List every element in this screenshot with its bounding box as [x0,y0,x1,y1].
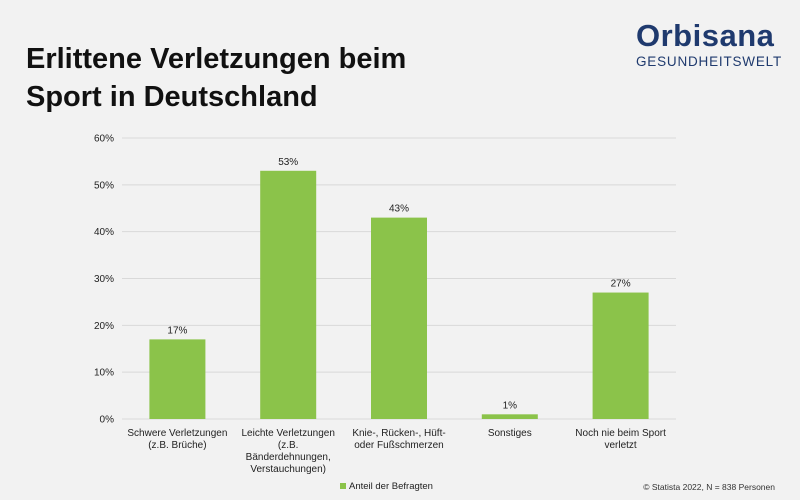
chart-title-line-2: Sport in Deutschland [26,81,318,113]
data-label: 43% [389,204,409,215]
category-label: Leichte Verletzungen [241,428,334,439]
y-tick-label: 30% [94,274,114,285]
bar [481,414,538,419]
chart-title: Erlittene Verletzungen beim Sport in Deu… [26,40,446,116]
category-label: Knie-, Rücken-, Hüft- [352,428,445,439]
chart-title-line-1: Erlittene Verletzungen beim [26,43,407,75]
category-label: Noch nie beim Sport [575,428,666,439]
logo-tagline: GESUNDHEITSWELT [636,54,783,69]
legend: Anteil der Befragten [340,481,433,492]
data-label: 27% [611,279,631,290]
category-label: Sonstiges [488,428,532,439]
category-label: oder Fußschmerzen [354,440,443,451]
category-label: Schwere Verletzungen [127,428,227,439]
y-axis-ticks: 0% 10% 20% 30% 40% 50% 60% [94,134,114,426]
data-label: 1% [503,400,518,411]
category-label: (z.B. [278,440,299,451]
y-tick-label: 20% [94,321,114,332]
bar [260,170,317,419]
orbisana-logo: Orbisana GESUNDHEITSWELT [636,18,786,70]
y-tick-label: 60% [94,134,114,145]
source-note: © Statista 2022, N = 838 Personen [643,482,775,492]
category-labels: Schwere Verletzungen(z.B. Brüche) Leichte… [127,428,666,475]
y-tick-label: 10% [94,368,114,379]
legend-swatch [340,483,346,489]
y-tick-label: 40% [94,227,114,238]
y-tick-label: 0% [100,415,115,426]
y-tick-label: 50% [94,180,114,191]
bar [371,217,427,419]
legend-label: Anteil der Befragten [349,481,433,492]
category-label: Verstauchungen) [250,464,326,475]
data-label: 53% [278,157,298,168]
data-labels: 17% 53% 43% 1% 27% [167,157,630,412]
bar [149,339,206,419]
category-label: verletzt [604,440,636,451]
category-label: Bänderdehnungen, [246,452,331,463]
data-label: 17% [167,325,187,336]
category-label: (z.B. Brüche) [148,440,206,451]
logo-wordmark: Orbisana [636,18,775,53]
bar [592,292,649,419]
bars [149,170,649,419]
